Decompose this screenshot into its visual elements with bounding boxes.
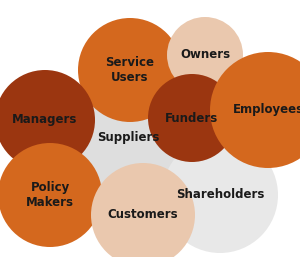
Text: Policy
Makers: Policy Makers (26, 181, 74, 209)
Circle shape (91, 163, 195, 257)
Text: Managers: Managers (12, 114, 78, 126)
Text: Shareholders: Shareholders (176, 188, 264, 201)
Text: Customers: Customers (108, 208, 178, 222)
Circle shape (78, 18, 182, 122)
Circle shape (167, 17, 243, 93)
Text: Employees: Employees (232, 104, 300, 116)
Text: Owners: Owners (180, 49, 230, 61)
Circle shape (0, 143, 102, 247)
Circle shape (162, 137, 278, 253)
Text: Service
Users: Service Users (106, 56, 154, 84)
Circle shape (0, 70, 95, 170)
Text: Funders: Funders (165, 112, 219, 124)
Text: Suppliers: Suppliers (97, 132, 159, 144)
Circle shape (210, 52, 300, 168)
Circle shape (148, 74, 236, 162)
Circle shape (73, 83, 183, 193)
